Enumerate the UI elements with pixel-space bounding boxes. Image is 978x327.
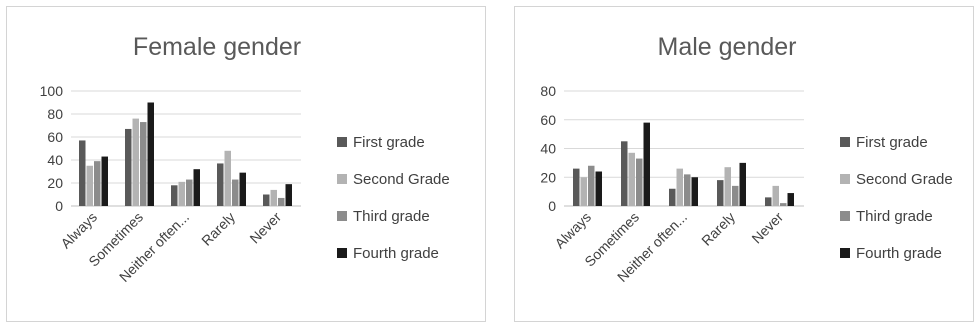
chart-title: Male gender (658, 33, 797, 61)
bar (285, 184, 292, 206)
bar (239, 172, 246, 206)
legend-item-label: Third grade (353, 208, 430, 225)
bar (193, 169, 200, 206)
y-tick-label: 20 (540, 169, 556, 185)
legend-swatch (337, 248, 347, 258)
bar (595, 171, 602, 206)
female-gender-chart-svg: Female gender 020406080100AlwaysSometime… (40, 33, 450, 285)
x-category-label: Never (748, 209, 786, 247)
chart-title: Female gender (133, 33, 301, 61)
bar (739, 162, 746, 206)
bar (580, 177, 587, 206)
y-tick-label: 60 (540, 112, 556, 128)
bar (79, 140, 86, 206)
legend-swatch (337, 174, 347, 184)
bar (691, 177, 698, 206)
bar (621, 141, 628, 206)
bars (79, 102, 292, 206)
bar (787, 193, 794, 206)
legend-swatch (840, 248, 850, 258)
y-tick-label: 40 (540, 141, 556, 157)
legend-item-label: First grade (353, 134, 425, 151)
bar (125, 128, 132, 206)
y-tick-label: 80 (540, 83, 556, 99)
bar (217, 163, 224, 206)
y-tick-label: 20 (47, 175, 63, 191)
x-category-label: Always (551, 209, 594, 252)
bar (643, 122, 650, 206)
bar (676, 168, 683, 206)
bar (147, 102, 154, 206)
legend: First grade Second Grade Third grade Fourth… (840, 134, 953, 262)
bar (573, 168, 580, 206)
bar (732, 185, 739, 206)
bar (178, 181, 185, 206)
legend: First grade Second Grade Third grade Fourth… (337, 134, 450, 262)
y-axis: 0 20 40 60 80 (540, 83, 556, 214)
bar (684, 174, 691, 206)
bar (232, 179, 239, 206)
x-category-label: Rarely (198, 209, 238, 249)
x-category-label: Never (246, 209, 284, 247)
y-axis: 0 20 40 60 80 100 (40, 83, 64, 214)
bar (765, 197, 772, 206)
bar (224, 150, 231, 206)
bar (94, 161, 101, 206)
gridlines (71, 90, 301, 207)
bar (717, 180, 724, 206)
legend-item-label: Second Grade (353, 171, 450, 188)
bar (186, 179, 193, 206)
legend-item-label: Fourth grade (856, 245, 942, 262)
bar (780, 203, 787, 206)
y-tick-label: 60 (47, 129, 63, 145)
legend-swatch (840, 211, 850, 221)
bar (636, 158, 643, 206)
legend-item-label: Second Grade (856, 171, 953, 188)
bar (669, 188, 676, 206)
bar (171, 185, 178, 206)
legend-item-label: Fourth grade (353, 245, 439, 262)
bar (278, 197, 285, 206)
bar (263, 194, 270, 206)
bar (628, 152, 635, 206)
legend-swatch (840, 137, 850, 147)
bar (772, 185, 779, 206)
bar (588, 165, 595, 206)
y-tick-label: 0 (548, 198, 556, 214)
male-gender-chart-svg: Male gender 020406080AlwaysSometimesNeit… (540, 33, 953, 285)
bars (573, 122, 794, 206)
x-category-label: Rarely (698, 209, 738, 249)
bar (132, 118, 139, 206)
legend-swatch (337, 211, 347, 221)
legend-item-label: First grade (856, 134, 928, 151)
y-tick-label: 0 (55, 198, 63, 214)
bar (140, 122, 147, 206)
bar (270, 189, 277, 206)
legend-swatch (337, 137, 347, 147)
bar (86, 165, 93, 206)
bar (724, 167, 731, 206)
legend-item-label: Third grade (856, 208, 933, 225)
y-tick-label: 40 (47, 152, 63, 168)
bar (101, 156, 108, 206)
female-gender-chart: Female gender 0 20 40 60 80 100 Always Sometime… (6, 6, 486, 322)
x-category-label: Always (57, 209, 100, 252)
y-tick-label: 100 (40, 83, 64, 99)
y-tick-label: 80 (47, 106, 63, 122)
legend-swatch (840, 174, 850, 184)
male-gender-chart: Male gender 0 20 40 60 80 Always Sometimes Neit… (514, 6, 974, 322)
